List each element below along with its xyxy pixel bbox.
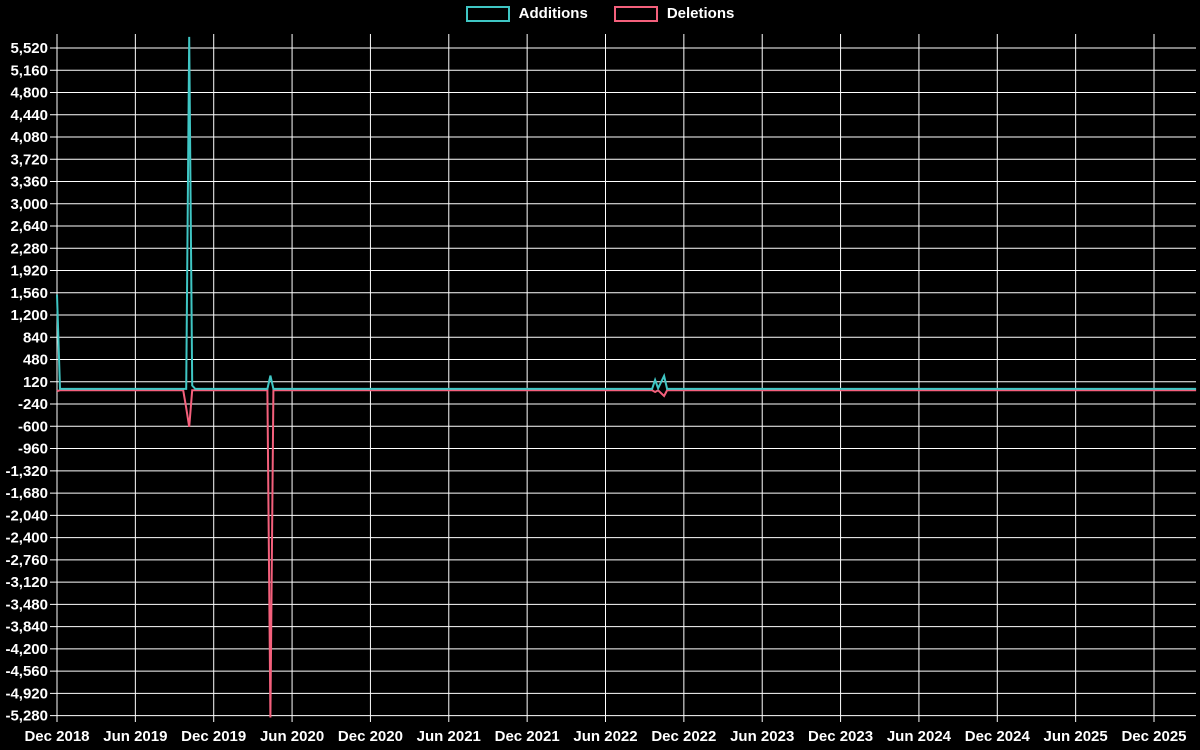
x-tick-label: Jun 2019 xyxy=(103,728,167,745)
y-tick-label: -4,920 xyxy=(5,685,48,702)
y-tick-label: 5,520 xyxy=(10,40,48,57)
y-tick-label: -5,280 xyxy=(5,708,48,725)
x-tick-label: Jun 2025 xyxy=(1044,728,1108,745)
x-tick-label: Dec 2020 xyxy=(338,728,403,745)
y-tick-label: -4,560 xyxy=(5,663,48,680)
y-tick-label: 5,160 xyxy=(10,62,48,79)
y-tick-label: 840 xyxy=(23,329,48,346)
x-tick-label: Jun 2023 xyxy=(730,728,794,745)
y-tick-label: 480 xyxy=(23,352,48,369)
y-tick-label: -240 xyxy=(18,396,48,413)
y-tick-label: -1,680 xyxy=(5,485,48,502)
x-tick-label: Dec 2024 xyxy=(965,728,1031,745)
y-tick-label: 1,200 xyxy=(10,307,48,324)
legend-label-deletions: Deletions xyxy=(666,5,735,22)
x-tick-label: Jun 2024 xyxy=(887,728,952,745)
chart-legend: Additions Deletions xyxy=(0,5,1200,22)
y-tick-label: -2,040 xyxy=(5,507,48,524)
y-tick-label: -2,400 xyxy=(5,530,48,547)
legend-item-additions[interactable]: Additions xyxy=(465,5,588,22)
additions-line xyxy=(56,36,1197,391)
x-tick-label: Jun 2022 xyxy=(573,728,637,745)
y-tick-label: 3,000 xyxy=(10,196,48,213)
y-axis-labels: 5,520 5,160 4,800 4,440 4,080 3,720 3,360 3,000… xyxy=(5,40,48,725)
additions-swatch-icon xyxy=(465,5,510,22)
y-tick-label: -960 xyxy=(18,441,48,458)
y-tick-label: 1,560 xyxy=(10,285,48,302)
x-tick-label: Dec 2023 xyxy=(808,728,873,745)
y-tick-label: 2,640 xyxy=(10,218,48,235)
legend-label-additions: Additions xyxy=(518,5,588,22)
x-tick-label: Dec 2018 xyxy=(24,728,89,745)
x-tick-label: Dec 2021 xyxy=(495,728,560,745)
legend-item-deletions[interactable]: Deletions xyxy=(613,5,735,22)
x-tick-label: Dec 2022 xyxy=(651,728,716,745)
y-tick-label: -1,320 xyxy=(5,463,48,480)
y-tick-label: 3,360 xyxy=(10,174,48,191)
gridlines xyxy=(50,34,1196,722)
y-tick-label: 3,720 xyxy=(10,151,48,168)
x-tick-label: Dec 2019 xyxy=(181,728,246,745)
x-tick-label: Dec 2025 xyxy=(1121,728,1186,745)
y-tick-label: 4,440 xyxy=(10,107,48,124)
deletions-line xyxy=(56,389,1197,718)
deletions-swatch-icon xyxy=(613,5,658,22)
x-tick-label: Jun 2021 xyxy=(417,728,481,745)
y-tick-label: 120 xyxy=(23,374,48,391)
y-tick-label: -3,840 xyxy=(5,619,48,636)
y-tick-label: 2,280 xyxy=(10,240,48,257)
x-axis-labels: Dec 2018 Jun 2019 Dec 2019 Jun 2020 Dec 2020… xyxy=(24,728,1186,745)
y-tick-label: -2,760 xyxy=(5,552,48,569)
y-tick-label: -3,120 xyxy=(5,574,48,591)
x-tick-label: Jun 2020 xyxy=(260,728,324,745)
y-tick-label: -600 xyxy=(18,418,48,435)
y-tick-label: -3,480 xyxy=(5,596,48,613)
y-tick-label: 1,920 xyxy=(10,263,48,280)
y-tick-label: 4,080 xyxy=(10,129,48,146)
y-tick-label: -4,200 xyxy=(5,641,48,658)
y-tick-label: 4,800 xyxy=(10,85,48,102)
